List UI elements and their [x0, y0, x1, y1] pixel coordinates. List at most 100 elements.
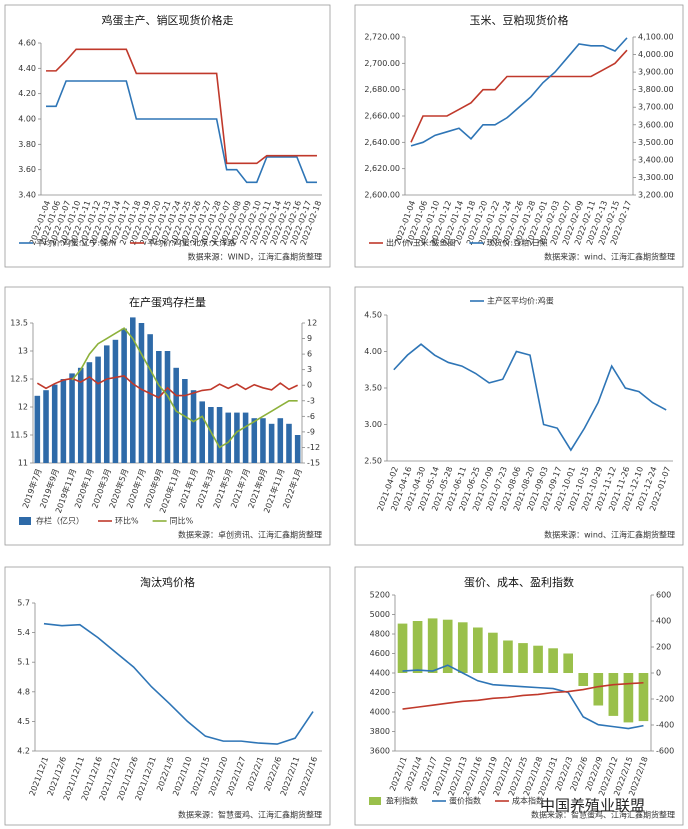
bar	[216, 407, 223, 463]
bar	[208, 407, 214, 463]
y2-tick-label: 12	[307, 319, 317, 328]
source: 数据来源：智慧蛋鸡、江海汇鑫期货整理	[531, 810, 675, 820]
bar	[533, 645, 543, 673]
bar	[95, 356, 101, 463]
y-tick-label: 11.5	[10, 431, 28, 440]
bar	[294, 435, 301, 463]
bar	[130, 317, 136, 463]
line	[410, 37, 628, 147]
y-tick-label: 3800	[370, 727, 390, 736]
y-tick-label: 5.1	[17, 658, 30, 667]
bar	[34, 395, 41, 463]
y-tick-label: 4200	[370, 688, 390, 697]
y-tick-label: 2,600.00	[364, 191, 400, 200]
y-tick-label: 4000	[370, 708, 390, 717]
panel	[4, 566, 331, 826]
y-tick-label: 4.5	[17, 717, 30, 726]
y2-tick-label: 4,000.00	[638, 50, 674, 59]
bar	[563, 653, 573, 673]
y2-tick-label: 200	[656, 643, 671, 652]
source: 数据来源：wind、江海汇鑫期货整理	[544, 252, 675, 262]
bar	[268, 423, 275, 463]
source: 数据来源：卓创资讯、江海汇鑫期货整理	[178, 530, 322, 540]
bar	[69, 373, 75, 463]
bar	[77, 367, 84, 463]
bar	[457, 622, 468, 673]
source: 数据来源：智慧蛋鸡、江海汇鑫期货整理	[178, 810, 322, 820]
bar	[225, 412, 232, 463]
line	[71, 327, 298, 449]
line	[402, 681, 644, 710]
y2-tick-label: -15	[307, 459, 320, 468]
line	[393, 343, 667, 452]
legend-label: 主产区平均价:鸡蛋	[487, 296, 554, 306]
panel	[354, 566, 684, 826]
y-tick-label: 5000	[370, 610, 390, 619]
y2-tick-label: -3	[307, 396, 315, 405]
source: 数据来源：wind、江海汇鑫期货整理	[544, 530, 675, 540]
panel	[354, 286, 684, 546]
y-tick-label: 3.50	[364, 384, 382, 393]
y-tick-label: 4.2	[17, 747, 30, 756]
bar	[397, 623, 408, 673]
bar	[173, 367, 179, 463]
y-tick-label: 4.40	[18, 64, 36, 73]
bar	[638, 673, 649, 722]
bar	[473, 627, 483, 673]
y2-tick-label: 9	[307, 334, 312, 343]
chart-title: 蛋价、成本、盈利指数	[464, 575, 574, 589]
y2-tick-label: 3	[307, 365, 312, 374]
bar	[578, 673, 589, 686]
y2-tick-label: 6	[307, 350, 312, 359]
legend-label: 蛋价指数	[449, 796, 481, 806]
y2-tick-label: 600	[656, 591, 671, 600]
y2-tick-label: 400	[656, 617, 671, 626]
y2-tick-label: -600	[656, 747, 674, 756]
y-tick-label: 3.80	[18, 140, 36, 149]
y2-tick-label: 0	[307, 381, 312, 390]
bar	[234, 412, 240, 463]
chart-title: 玉米、豆粕现货价格	[470, 13, 569, 27]
line	[46, 48, 317, 165]
bar	[242, 412, 249, 463]
bar	[121, 328, 127, 463]
y-tick-label: 3.00	[364, 420, 382, 429]
y-tick-label: 4.00	[18, 115, 36, 124]
y-tick-label: 5.7	[17, 599, 30, 608]
panel	[4, 4, 331, 268]
line	[402, 664, 644, 730]
y-tick-label: 4.8	[17, 687, 30, 696]
legend-label: 盈利指数	[386, 796, 418, 806]
bar	[190, 390, 197, 463]
legend-swatch	[19, 517, 31, 525]
legend-label: 同比%	[170, 516, 194, 526]
panel	[4, 286, 331, 546]
y2-tick-label: -200	[656, 695, 674, 704]
y-tick-label: 2,700.00	[364, 59, 400, 68]
y2-tick-label: 3,900.00	[638, 68, 674, 77]
bar	[147, 334, 153, 463]
y2-tick-label: 3,200.00	[638, 191, 674, 200]
bar	[286, 423, 292, 463]
legend-label: 环比%	[115, 516, 139, 526]
legend-swatch	[369, 797, 381, 805]
bar	[43, 390, 49, 463]
legend-label: 平均价:鸡蛋:辽宁:锦州	[36, 238, 116, 248]
y2-tick-label: 3,700.00	[638, 103, 674, 112]
chart-title: 鸡蛋主产、销区现货价格走	[102, 13, 234, 27]
line	[46, 80, 317, 184]
legend-label: 出厂价:玉米:鲅鱼圈	[386, 238, 455, 248]
legend-label: 存栏（亿只）	[36, 516, 84, 526]
y2-tick-label: 3,600.00	[638, 120, 674, 129]
y-tick-label: 12	[18, 403, 28, 412]
bar	[182, 379, 188, 463]
y-tick-label: 2,720.00	[364, 33, 400, 42]
y-tick-label: 3600	[370, 747, 390, 756]
y-tick-label: 4400	[370, 669, 390, 678]
bar	[277, 418, 284, 463]
y-tick-label: 13.5	[10, 319, 28, 328]
bar	[164, 351, 171, 463]
bar	[112, 339, 119, 463]
